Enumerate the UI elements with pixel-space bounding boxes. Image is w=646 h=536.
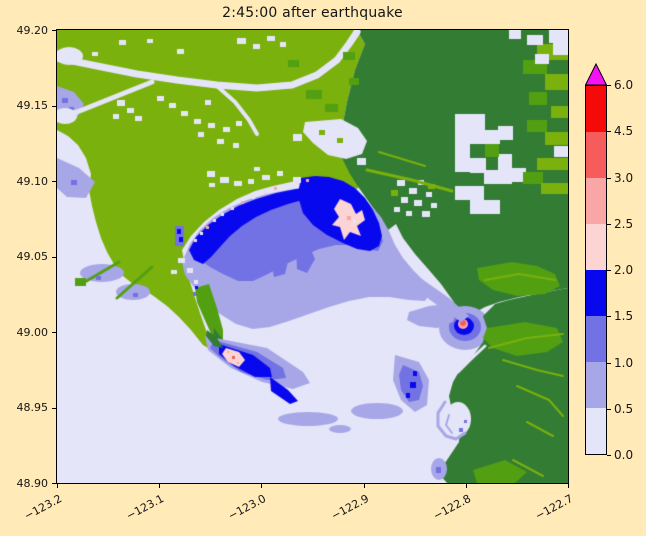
colorbar-tick-mark <box>607 270 611 271</box>
x-tick-label: −122.7 <box>533 492 576 523</box>
colorbar-tick-label: 0.5 <box>614 401 634 416</box>
colorbar-tick-mark <box>607 408 611 410</box>
plot-area <box>56 29 569 484</box>
y-tick-label: 49.15 <box>16 99 49 112</box>
plot-title: 2:45:00 after earthquake <box>222 5 403 21</box>
colorbar-extend-triangle <box>585 63 607 85</box>
colorbar-tick-label: 2.0 <box>614 263 634 277</box>
x-tick-mark <box>159 484 161 488</box>
x-tick-label: −122.9 <box>328 492 371 523</box>
colorbar-segment <box>586 362 606 408</box>
y-tick-label: 49.20 <box>16 23 49 37</box>
x-tick-label: −123.1 <box>124 492 167 523</box>
y-tick-label: 49.10 <box>16 174 49 188</box>
y-tick-mark <box>52 181 56 182</box>
x-tick-mark <box>57 484 58 488</box>
y-tick-mark <box>52 256 56 258</box>
colorbar-tick-label: 0.0 <box>614 448 634 462</box>
x-tick-mark <box>363 484 365 488</box>
colorbar-segment <box>586 270 606 316</box>
x-tick-label: −123.0 <box>226 492 269 523</box>
colorbar-tick-mark <box>607 455 611 456</box>
colorbar-segment <box>586 408 606 454</box>
y-tick-mark <box>52 30 56 31</box>
x-tick-mark <box>465 484 467 488</box>
y-tick-mark <box>52 483 56 484</box>
colorbar-tick-mark <box>607 223 611 225</box>
x-tick-mark <box>568 484 569 488</box>
colorbar-tick-mark <box>607 177 611 179</box>
y-tick-label: 49.00 <box>16 325 49 339</box>
y-tick-label: 49.05 <box>16 250 49 263</box>
x-tick-label: −123.2 <box>22 492 65 523</box>
colorbar-tick-label: 2.5 <box>614 216 634 231</box>
y-tick-mark <box>52 407 56 409</box>
x-tick-label: −122.8 <box>430 492 473 523</box>
map-canvas <box>57 30 568 483</box>
colorbar-segment <box>586 132 606 178</box>
colorbar-gradient <box>585 85 607 455</box>
y-tick-mark <box>52 105 56 107</box>
colorbar-tick-label: 4.5 <box>614 124 634 139</box>
colorbar-segment <box>586 224 606 270</box>
colorbar-tick-mark <box>607 316 611 318</box>
x-tick-mark <box>261 484 263 488</box>
y-tick-mark <box>52 332 56 333</box>
colorbar-segment <box>586 316 606 362</box>
colorbar-tick-label: 3.0 <box>614 170 634 185</box>
colorbar-tick-mark <box>607 85 611 86</box>
colorbar-segment <box>586 86 606 132</box>
y-tick-label: 48.90 <box>16 476 49 490</box>
colorbar-tick-label: 1.0 <box>614 355 634 370</box>
colorbar-tick-label: 1.5 <box>614 309 634 324</box>
y-tick-label: 48.95 <box>16 401 49 414</box>
colorbar-tick-label: 6.0 <box>614 78 634 92</box>
colorbar-tick-mark <box>607 362 611 364</box>
colorbar-segment <box>586 178 606 224</box>
colorbar-tick-mark <box>607 131 611 133</box>
